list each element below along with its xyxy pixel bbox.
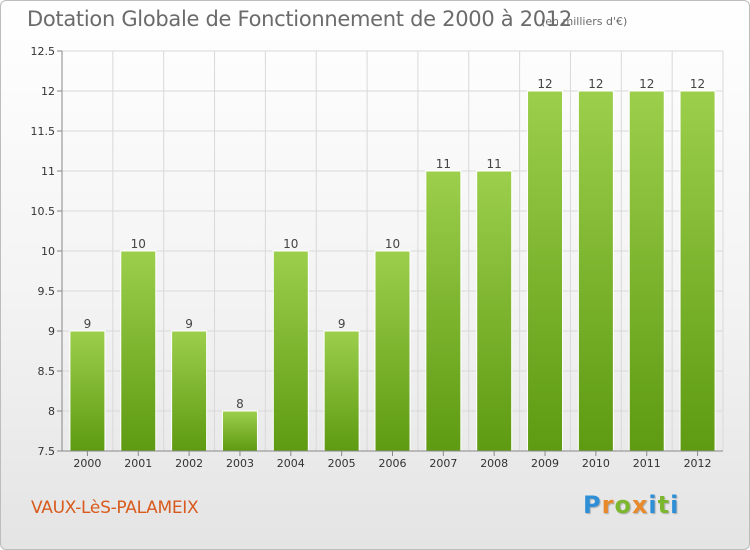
data-label: 9 (185, 317, 193, 331)
x-tick-label: 2008 (480, 457, 508, 470)
y-tick-label: 12 (41, 85, 55, 98)
bar-2009 (527, 90, 564, 452)
commune-name: VAUX-LèS-PALAMEIX (31, 498, 199, 518)
logo-letter: r (601, 491, 615, 519)
data-label: 10 (385, 237, 400, 251)
x-tick-label: 2010 (582, 457, 610, 470)
y-tick-label: 8.5 (38, 365, 56, 378)
bar-2003 (221, 410, 258, 452)
bar-2004 (272, 250, 309, 452)
y-tick-label: 7.5 (38, 445, 56, 458)
y-tick-label: 11.5 (31, 125, 56, 138)
bars (69, 90, 716, 452)
x-tick-label: 2001 (124, 457, 152, 470)
x-tick-label: 2009 (531, 457, 559, 470)
x-tick-label: 2002 (175, 457, 203, 470)
data-label: 11 (487, 157, 502, 171)
bar-2001 (120, 250, 157, 452)
x-tick-label: 2012 (684, 457, 712, 470)
bar-2000 (69, 330, 106, 452)
y-tick-label: 9 (48, 325, 55, 338)
data-label: 12 (690, 77, 705, 91)
logo-letter: o (614, 491, 632, 519)
logo-letter: x (631, 491, 649, 519)
data-label: 11 (436, 157, 451, 171)
bar-2007 (425, 170, 462, 452)
chart-subtitle: (en milliers d'€) (541, 15, 628, 28)
logo-letter: i (670, 491, 680, 519)
x-tick-label: 2003 (226, 457, 254, 470)
y-tick-label: 9.5 (38, 285, 56, 298)
data-label: 9 (84, 317, 92, 331)
proxiti-logo: Proxiti (583, 491, 679, 519)
data-label: 12 (639, 77, 654, 91)
bar-2008 (476, 170, 513, 452)
logo-letter: P (583, 491, 602, 519)
y-tick-label: 10.5 (31, 205, 56, 218)
logo-letter: t (657, 491, 671, 519)
y-tick-label: 12.5 (31, 45, 56, 58)
y-tick-label: 11 (41, 165, 55, 178)
logo-letter: i (648, 491, 658, 519)
y-tick-label: 8 (48, 405, 55, 418)
bar-2006 (374, 250, 411, 452)
data-label: 10 (131, 237, 146, 251)
data-label: 8 (236, 397, 244, 411)
x-tick-label: 2004 (277, 457, 305, 470)
x-tick-label: 2000 (73, 457, 101, 470)
data-label: 12 (588, 77, 603, 91)
y-tick-label: 10 (41, 245, 55, 258)
x-tick-label: 2007 (429, 457, 457, 470)
x-tick-label: 2005 (328, 457, 356, 470)
bar-2012 (679, 90, 716, 452)
bar-2010 (577, 90, 614, 452)
bar-2002 (171, 330, 208, 452)
data-label: 10 (283, 237, 298, 251)
bar-2011 (628, 90, 665, 452)
x-tick-label: 2011 (633, 457, 661, 470)
chart-title: Dotation Globale de Fonctionnement de 20… (27, 7, 572, 31)
labels: 7.5 8 8.5 9 9.5 10 10.5 11 11.5 12 12.5 9 2000 10 2001… (31, 45, 712, 470)
data-label: 9 (338, 317, 346, 331)
x-tick-label: 2006 (379, 457, 407, 470)
bar-2005 (323, 330, 360, 452)
axes (57, 50, 723, 456)
data-label: 12 (537, 77, 552, 91)
